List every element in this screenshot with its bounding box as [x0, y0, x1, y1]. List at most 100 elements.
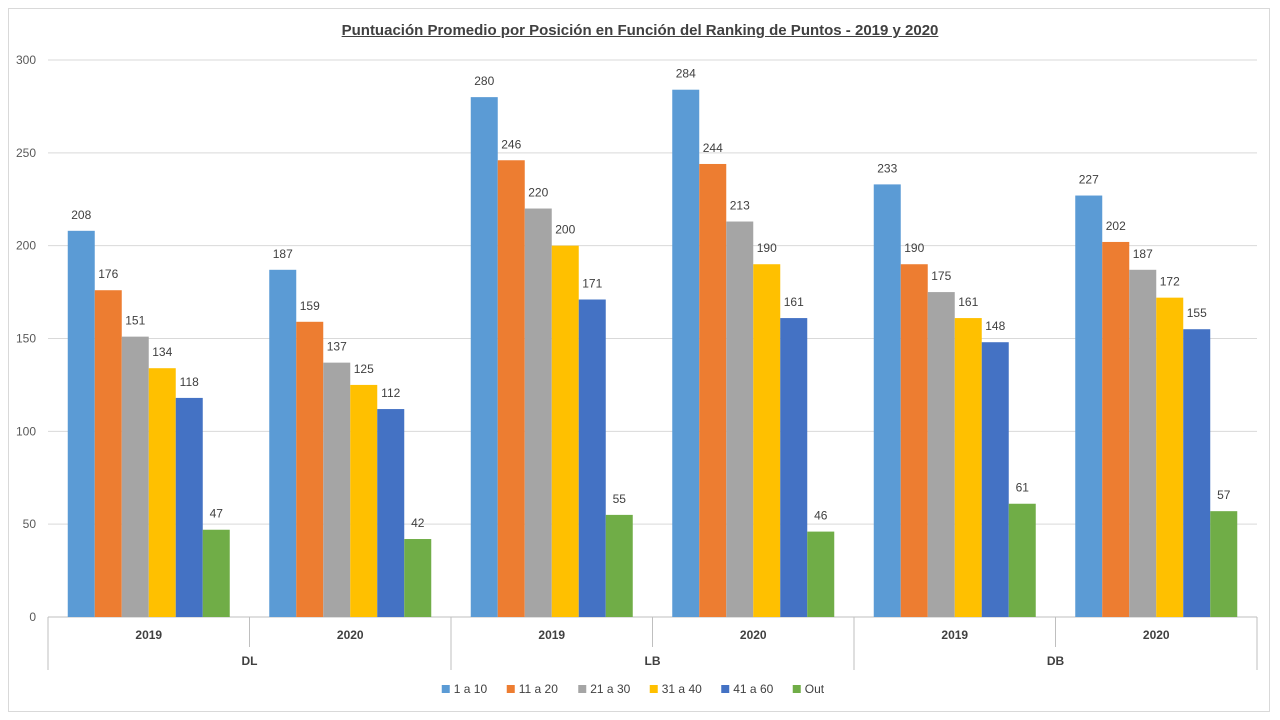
data-label: 233 — [877, 161, 897, 175]
data-label: 227 — [1079, 173, 1099, 187]
y-tick-label: 250 — [16, 146, 36, 160]
bar — [873, 184, 901, 617]
bar — [927, 292, 955, 617]
data-label: 200 — [555, 223, 575, 237]
group-label: DB — [1047, 654, 1065, 668]
bar — [350, 384, 378, 617]
y-tick-label: 50 — [23, 517, 37, 531]
bar — [900, 264, 928, 617]
y-tick-label: 0 — [29, 610, 36, 624]
data-label: 55 — [613, 492, 627, 506]
legend-swatch — [792, 685, 801, 693]
bar — [94, 290, 122, 617]
x-tick-label: 2019 — [941, 628, 968, 642]
x-tick-label: 2019 — [135, 628, 162, 642]
data-label: 246 — [501, 137, 521, 151]
data-label: 161 — [958, 295, 978, 309]
bar — [1210, 511, 1238, 617]
data-label: 202 — [1106, 219, 1126, 233]
data-label: 208 — [71, 208, 91, 222]
data-label: 161 — [784, 295, 804, 309]
data-label: 171 — [582, 277, 602, 291]
x-tick-label: 2020 — [1143, 628, 1170, 642]
data-label: 125 — [354, 362, 374, 376]
data-label: 284 — [676, 67, 696, 81]
data-label: 57 — [1217, 488, 1231, 502]
bar — [404, 539, 432, 617]
bar — [67, 230, 95, 617]
data-label: 244 — [703, 141, 723, 155]
bar — [1075, 195, 1103, 617]
bar — [296, 321, 324, 617]
chart-title: Puntuación Promedio por Posición en Func… — [341, 22, 939, 39]
bar — [148, 368, 176, 617]
bar — [175, 397, 203, 617]
bar — [1156, 297, 1184, 617]
data-label: 47 — [210, 507, 224, 521]
bar — [954, 318, 982, 617]
data-label: 280 — [474, 74, 494, 88]
group-label: DL — [242, 654, 258, 668]
legend-swatch — [441, 685, 450, 693]
bar — [1129, 269, 1157, 617]
legend-label: Out — [805, 682, 825, 696]
legend-swatch — [578, 685, 587, 693]
data-label: 151 — [125, 314, 145, 328]
legend-label: 21 a 30 — [590, 682, 630, 696]
bar — [470, 97, 498, 618]
data-label: 187 — [273, 247, 293, 261]
bar — [780, 318, 808, 617]
y-tick-label: 150 — [16, 332, 36, 346]
bar — [672, 89, 700, 617]
legend-label: 41 a 60 — [733, 682, 773, 696]
data-label: 61 — [1016, 481, 1030, 495]
data-label: 187 — [1133, 247, 1153, 261]
legend-label: 1 a 10 — [454, 682, 488, 696]
bar — [807, 531, 835, 617]
data-label: 46 — [814, 509, 828, 523]
data-label: 134 — [152, 345, 172, 359]
bar — [578, 299, 606, 617]
data-label: 175 — [931, 269, 951, 283]
group-label: LB — [645, 654, 661, 668]
legend-label: 31 a 40 — [662, 682, 702, 696]
bar — [121, 336, 149, 617]
bar — [726, 221, 754, 617]
bar — [605, 514, 633, 617]
legend-swatch — [649, 685, 658, 693]
data-label: 155 — [1187, 306, 1207, 320]
data-label: 118 — [180, 375, 199, 389]
bar — [497, 160, 525, 617]
y-tick-label: 100 — [16, 424, 36, 438]
bar — [377, 409, 405, 617]
data-label: 190 — [757, 241, 777, 255]
y-tick-label: 300 — [16, 53, 36, 67]
bar — [1008, 503, 1036, 617]
data-label: 137 — [327, 340, 347, 354]
bar — [1102, 241, 1130, 617]
x-tick-label: 2020 — [337, 628, 364, 642]
legend-swatch — [506, 685, 515, 693]
data-label: 42 — [411, 516, 425, 530]
bar — [699, 163, 727, 617]
data-label: 148 — [985, 319, 1005, 333]
bar — [269, 269, 297, 617]
data-label: 112 — [381, 386, 400, 400]
legend-label: 11 a 20 — [519, 682, 558, 696]
x-tick-label: 2020 — [740, 628, 767, 642]
legend-swatch — [721, 685, 730, 693]
bar — [753, 264, 781, 617]
y-tick-label: 200 — [16, 239, 36, 253]
bar — [1183, 329, 1211, 617]
data-label: 176 — [98, 267, 118, 281]
data-label: 213 — [730, 199, 750, 213]
x-tick-label: 2019 — [538, 628, 565, 642]
data-label: 220 — [528, 186, 548, 200]
bar — [323, 362, 351, 617]
bar — [551, 245, 579, 617]
bar — [524, 208, 552, 618]
data-label: 172 — [1160, 275, 1180, 289]
data-label: 159 — [300, 299, 320, 313]
bar — [981, 342, 1009, 617]
